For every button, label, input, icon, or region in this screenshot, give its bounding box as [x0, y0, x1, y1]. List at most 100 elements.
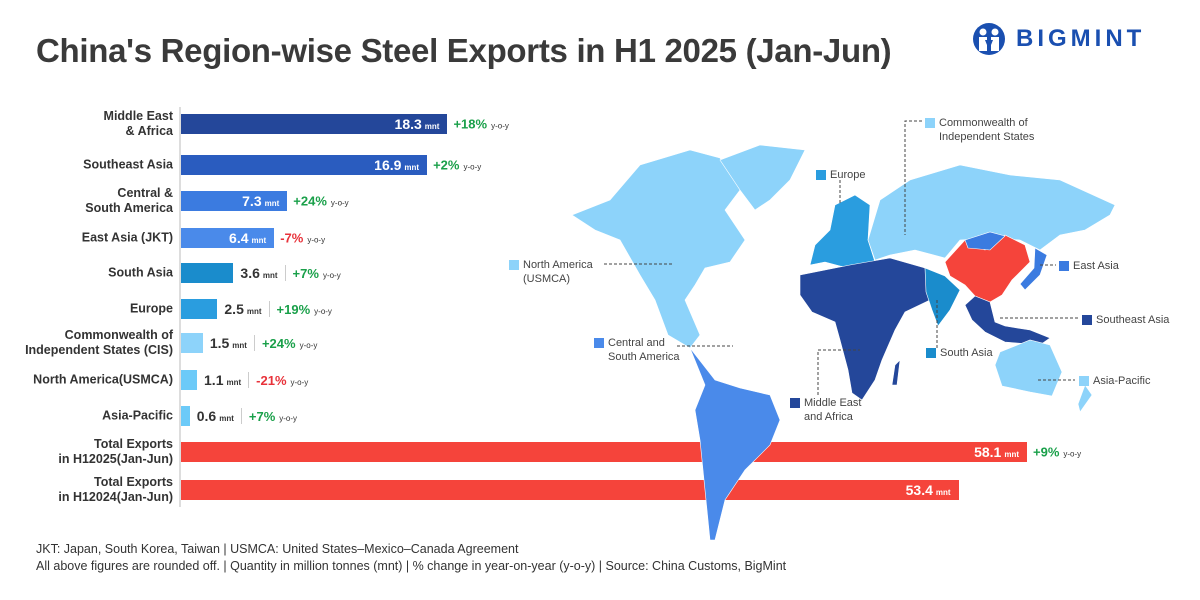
- bar: [181, 406, 190, 426]
- bar-row: Total Exports in H12025(Jan-Jun) 58.1 mnt +…: [0, 432, 1200, 472]
- yoy-suffix: y-o-y: [1063, 449, 1082, 459]
- bar: 7.3 mnt: [181, 191, 288, 211]
- category-label: South Asia: [108, 265, 173, 280]
- footer-note-2: All above figures are rounded off. | Qua…: [36, 559, 787, 573]
- map-legend-item: Europe: [816, 168, 865, 182]
- map-china: [944, 234, 1031, 303]
- bar: 16.9 mnt: [181, 155, 428, 175]
- legend-swatch: [925, 118, 935, 128]
- bar-row: Middle East & Africa 18.3 mnt +18% y-o-y: [0, 104, 1200, 144]
- divider: [248, 372, 250, 388]
- category-label: Asia-Pacific: [102, 408, 173, 423]
- yoy-suffix: y-o-y: [307, 235, 326, 245]
- bar: [181, 263, 234, 283]
- yoy-suffix: y-o-y: [330, 198, 349, 208]
- data-label: 1.5 mnt: [209, 335, 247, 351]
- map-asia-pacific: [994, 339, 1063, 397]
- yoy-change: +9%: [1033, 444, 1060, 460]
- bar: [181, 370, 198, 390]
- data-label: 53.4 mnt: [905, 482, 951, 498]
- data-label: 3.6 mnt: [240, 265, 278, 281]
- map-legend-item: Middle East and Africa: [790, 396, 861, 424]
- footer-note-1: JKT: Japan, South Korea, Taiwan | USMCA:…: [36, 542, 519, 556]
- bar-annotation: 3.6 mnt +7% y-o-y: [240, 265, 341, 281]
- data-label: 1.1 mnt: [204, 372, 242, 388]
- legend-swatch: [594, 338, 604, 348]
- yoy-change: -7%: [280, 230, 304, 246]
- map-mongolia: [964, 231, 1006, 251]
- yoy-suffix: y-o-y: [463, 162, 482, 172]
- y-axis-line: [179, 107, 181, 507]
- data-label: 7.3 mnt: [242, 193, 280, 209]
- bar: [181, 333, 203, 353]
- legend-label: Southeast Asia: [1096, 314, 1170, 326]
- bar-annotation: 2.5 mnt +19% y-o-y: [224, 301, 332, 317]
- category-label: Total Exports in H12024(Jan-Jun): [58, 475, 173, 504]
- legend-label: South Asia: [940, 347, 993, 359]
- bar: 6.4 mnt: [181, 228, 275, 248]
- category-label: Southeast Asia: [83, 157, 173, 172]
- bar-row: Total Exports in H12024(Jan-Jun) 53.4 mnt: [0, 470, 1200, 510]
- map-legend-item: North America (USMCA): [509, 258, 593, 286]
- yoy-change: +7%: [248, 409, 276, 424]
- map-madagascar: [891, 359, 901, 386]
- legend-swatch: [816, 170, 826, 180]
- map-legend-item: East Asia: [1059, 259, 1119, 273]
- yoy-change: -21%: [256, 373, 287, 388]
- bar-annotation: 1.5 mnt +24% y-o-y: [209, 335, 318, 351]
- legend-swatch: [926, 348, 936, 358]
- map-greenland: [719, 144, 806, 211]
- legend-label: Asia-Pacific: [1093, 375, 1151, 387]
- yoy-suffix: y-o-y: [322, 271, 341, 280]
- bar-row: Southeast Asia 16.9 mnt +2% y-o-y: [0, 145, 1200, 185]
- bar-annotation: +9% y-o-y: [1033, 445, 1081, 460]
- bar-row: Asia-Pacific 0.6 mnt +7% y-o-y: [0, 396, 1200, 436]
- yoy-change: +2%: [433, 157, 460, 173]
- yoy-suffix: y-o-y: [299, 341, 318, 350]
- data-label: 2.5 mnt: [224, 301, 262, 317]
- divider: [240, 408, 242, 424]
- page-title: China's Region-wise Steel Exports in H1 …: [36, 32, 892, 69]
- yoy-suffix: y-o-y: [314, 307, 332, 316]
- bar-annotation: +2% y-o-y: [433, 158, 481, 173]
- divider: [253, 335, 255, 351]
- map-middle-east-africa: [799, 257, 931, 401]
- data-label: 18.3 mnt: [394, 116, 440, 132]
- legend-swatch: [1059, 261, 1069, 271]
- logo-text: BIGMINT: [1016, 25, 1146, 52]
- map-southeast-asia: [964, 295, 1051, 346]
- legend-label: North America (USMCA): [523, 259, 593, 285]
- data-label: 0.6 mnt: [196, 408, 234, 424]
- bar-row: Commonwealth of Independent States (CIS)…: [0, 323, 1200, 363]
- people-logo-icon: [973, 23, 1005, 55]
- data-label: 16.9 mnt: [374, 157, 420, 173]
- callout-middle-east-africa: [817, 349, 860, 395]
- legend-label: East Asia: [1073, 260, 1119, 272]
- map-cis: [867, 164, 1116, 261]
- category-label: Middle East & Africa: [103, 109, 173, 138]
- bar-row: Europe 2.5 mnt +19% y-o-y: [0, 289, 1200, 329]
- bar-annotation: -7% y-o-y: [280, 231, 325, 246]
- legend-swatch: [790, 398, 800, 408]
- bar-annotation: 0.6 mnt +7% y-o-y: [197, 408, 297, 424]
- yoy-change: +24%: [293, 193, 327, 209]
- map-east-asia: [1019, 247, 1048, 291]
- bar-row: Central & South America 7.3 mnt +24% y-o-y: [0, 181, 1200, 221]
- bar: 53.4 mnt: [181, 480, 959, 500]
- bar: [181, 299, 218, 319]
- legend-swatch: [1082, 315, 1092, 325]
- bar: 58.1 mnt: [181, 442, 1027, 462]
- bar-annotation: 1.1 mnt -21% y-o-y: [204, 372, 308, 388]
- yoy-change: +19%: [276, 302, 311, 317]
- category-label: Commonwealth of Independent States (CIS): [25, 328, 173, 357]
- yoy-suffix: y-o-y: [290, 378, 309, 387]
- legend-swatch: [1079, 376, 1089, 386]
- map-new-zealand: [1077, 384, 1093, 413]
- bar-row: East Asia (JKT) 6.4 mnt -7% y-o-y: [0, 218, 1200, 258]
- legend-label: Europe: [830, 169, 866, 181]
- legend-label: Central and South America: [608, 337, 680, 363]
- bar: 18.3 mnt: [181, 114, 448, 134]
- map-central-south-america: [689, 347, 781, 541]
- callout-cis: [904, 120, 922, 235]
